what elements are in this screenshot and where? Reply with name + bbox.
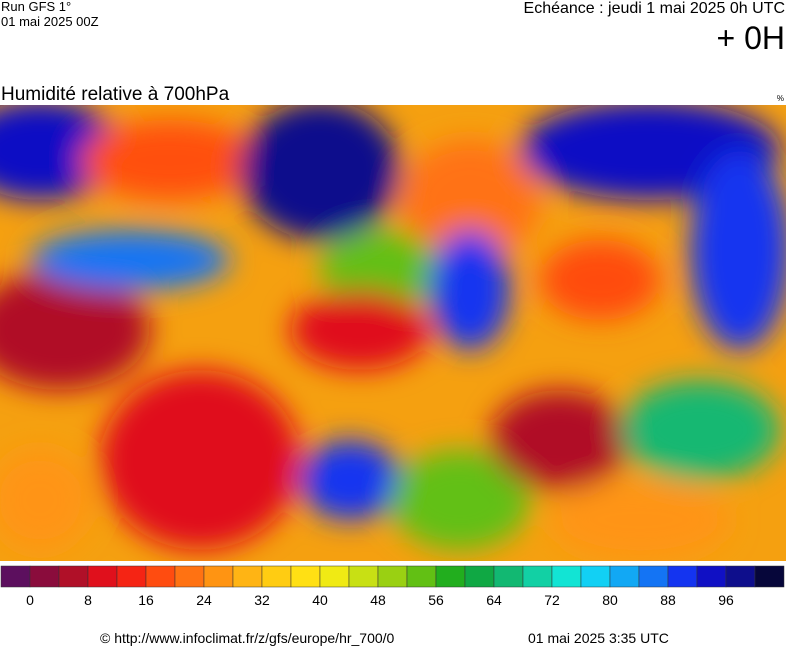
color-swatch	[667, 565, 698, 588]
color-swatch	[145, 565, 176, 588]
color-swatch	[0, 565, 31, 588]
scale-label: 0	[26, 592, 34, 608]
scale-label: 64	[486, 592, 502, 608]
scale-label: 56	[428, 592, 444, 608]
color-swatch	[696, 565, 727, 588]
color-swatch	[58, 565, 89, 588]
color-swatch	[87, 565, 118, 588]
run-label: Run GFS 1°	[1, 0, 71, 14]
color-swatch	[319, 565, 350, 588]
color-swatch	[174, 565, 205, 588]
forecast-time: Echéance : jeudi 1 mai 2025 0h UTC	[524, 0, 785, 17]
scale-label: 8	[84, 592, 92, 608]
scale-label: 24	[196, 592, 212, 608]
color-swatch	[725, 565, 756, 588]
run-date: 01 mai 2025 00Z	[1, 14, 99, 29]
scale-label: 88	[660, 592, 676, 608]
color-swatch	[203, 565, 234, 588]
generated-date: 01 mai 2025 3:35 UTC	[528, 630, 669, 646]
scale-label: 32	[254, 592, 270, 608]
color-swatch	[435, 565, 466, 588]
humidity-map	[0, 105, 786, 561]
color-swatch	[522, 565, 553, 588]
color-swatch	[609, 565, 640, 588]
color-swatch	[377, 565, 408, 588]
colorbar: 0 8 16 24 32 40 48 56 64 72 80 88 96	[0, 565, 785, 608]
map-title: Humidité relative à 700hPa	[1, 84, 230, 105]
lead-time: + 0H	[717, 20, 785, 56]
scale-label: 80	[602, 592, 618, 608]
color-swatch	[116, 565, 147, 588]
color-swatch	[232, 565, 263, 588]
scale-label: 72	[544, 592, 560, 608]
scale-label: 96	[718, 592, 734, 608]
color-swatch	[754, 565, 785, 588]
scale-label: 48	[370, 592, 386, 608]
color-swatch	[638, 565, 669, 588]
color-swatch	[493, 565, 524, 588]
color-swatch	[580, 565, 611, 588]
color-swatch	[261, 565, 292, 588]
color-swatch	[406, 565, 437, 588]
source-url: © http://www.infoclimat.fr/z/gfs/europe/…	[100, 630, 395, 646]
scale-label: 16	[138, 592, 154, 608]
unit-label: %	[777, 94, 784, 103]
color-swatch	[551, 565, 582, 588]
color-swatch	[464, 565, 495, 588]
color-swatch	[29, 565, 60, 588]
color-swatch	[290, 565, 321, 588]
color-swatch	[348, 565, 379, 588]
scale-label: 40	[312, 592, 328, 608]
